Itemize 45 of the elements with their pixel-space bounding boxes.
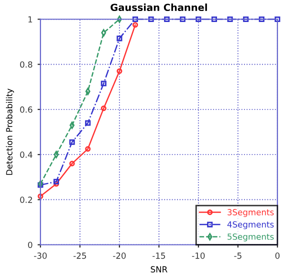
y-tick-label: 1 xyxy=(28,16,32,22)
point xyxy=(148,16,154,22)
point xyxy=(180,16,186,22)
y-tick-label: 0.2 xyxy=(20,196,32,203)
chart-title: Gaussian Channel xyxy=(110,4,207,12)
point xyxy=(274,16,280,22)
legend-label: 5Segments xyxy=(228,234,274,242)
y-tick-label: 0 xyxy=(28,242,32,248)
point xyxy=(70,122,75,129)
x-tick-label: -20 xyxy=(113,252,126,259)
point xyxy=(100,80,106,86)
x-tick-label: -10 xyxy=(192,252,205,259)
point xyxy=(69,139,75,145)
point xyxy=(85,120,91,126)
point xyxy=(116,68,122,74)
x-tick-label: -30 xyxy=(34,252,47,259)
point xyxy=(100,106,106,112)
legend-label: 4Segments xyxy=(227,221,274,230)
point xyxy=(243,16,249,22)
point xyxy=(85,146,91,152)
point xyxy=(164,16,170,22)
x-tick-label: -5 xyxy=(234,252,242,259)
point xyxy=(196,16,202,22)
y-axis-title: Detection Probability xyxy=(6,88,14,175)
point xyxy=(211,16,218,22)
point xyxy=(132,22,138,28)
point xyxy=(227,16,233,22)
x-tick-label: -15 xyxy=(152,252,166,259)
point xyxy=(258,16,264,22)
point xyxy=(53,178,60,184)
x-axis-title: SNR xyxy=(150,266,168,272)
legend-label: 3Segments xyxy=(228,209,274,217)
point xyxy=(69,160,75,166)
y-tick-label: 0.4 xyxy=(20,152,32,158)
point xyxy=(53,181,60,187)
y-tick-label: 0.6 xyxy=(20,106,32,113)
point xyxy=(116,36,122,42)
point xyxy=(116,16,122,23)
point xyxy=(38,182,44,188)
x-tick-label: 0 xyxy=(275,252,280,259)
x-tick-label: -25 xyxy=(74,252,86,259)
point xyxy=(101,29,106,36)
y-tick-label: 0.8 xyxy=(20,61,32,68)
point xyxy=(38,193,44,200)
point xyxy=(132,16,138,22)
